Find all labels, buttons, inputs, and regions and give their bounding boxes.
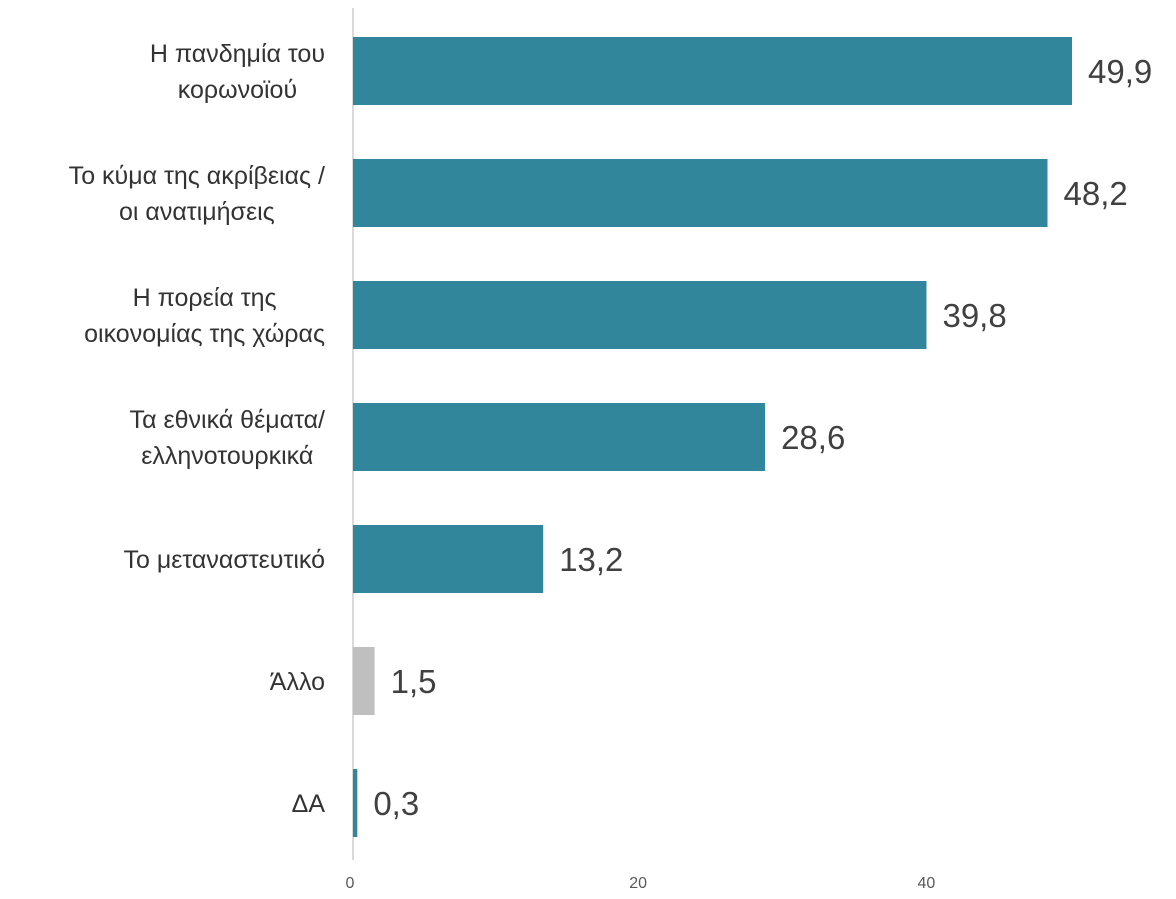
bar-6 xyxy=(353,647,375,715)
category-labels-group: Η πανδημία του κορωνοϊού Το κύμα της ακρίβ… xyxy=(69,40,326,818)
bar-1 xyxy=(353,37,1072,105)
value-label-4: 28,6 xyxy=(781,419,845,456)
category-label-5: Το μεταναστευτικό xyxy=(123,546,325,574)
value-label-3: 39,8 xyxy=(942,297,1006,334)
x-tick-labels-group: 0 20 40 xyxy=(346,875,936,892)
value-label-6: 1,5 xyxy=(391,663,437,700)
x-tick-label-0: 0 xyxy=(346,875,355,892)
value-label-1: 49,9 xyxy=(1088,53,1152,90)
category-label-4: Τα εθνικά θέματα/ελληνοτουρκικά xyxy=(130,406,326,470)
bar-5 xyxy=(353,525,544,593)
bars-group xyxy=(353,37,1072,837)
x-tick-label-40: 40 xyxy=(917,875,935,892)
value-label-2: 48,2 xyxy=(1064,175,1128,212)
bar-4 xyxy=(353,403,766,471)
bar-7 xyxy=(353,769,358,837)
bar-2 xyxy=(353,159,1048,227)
x-tick-label-20: 20 xyxy=(629,875,647,892)
category-label-2: Το κύμα της ακρίβειας / οι ανατιμήσεις xyxy=(69,162,325,226)
value-label-7: 0,3 xyxy=(373,785,419,822)
value-label-5: 13,2 xyxy=(559,541,623,578)
category-label-3: Η πορεία της οικονομίας της χώρας xyxy=(84,284,325,348)
category-label-6: Άλλο xyxy=(270,668,325,696)
category-label-1: Η πανδημία του κορωνοϊού xyxy=(150,40,325,104)
bar-3 xyxy=(353,281,927,349)
value-labels-group: 49,9 48,2 39,8 28,6 13,2 1,5 0,3 xyxy=(373,53,1152,822)
category-label-7: ΔΑ xyxy=(292,790,326,818)
